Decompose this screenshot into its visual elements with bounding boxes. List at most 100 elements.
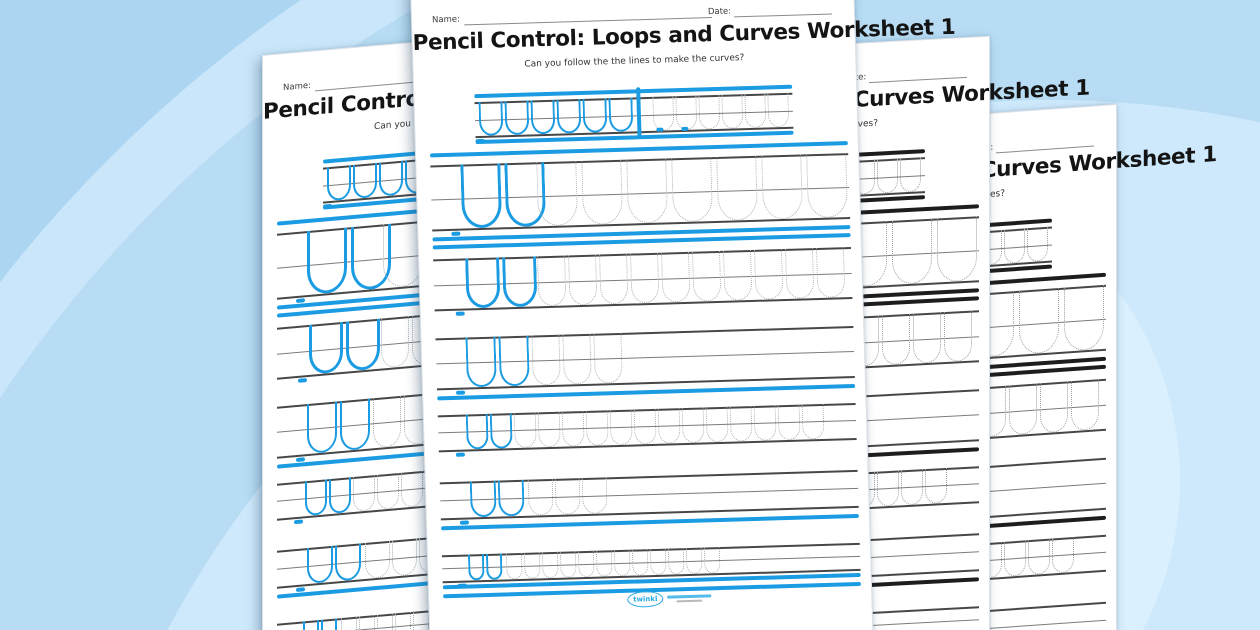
practice-row [429, 141, 851, 245]
practice-row [435, 325, 856, 404]
start-dot [656, 127, 664, 132]
curve-unit-solid [608, 97, 634, 133]
curve-unit-trace [877, 158, 898, 194]
start-dot [296, 587, 305, 592]
curve-unit-trace [767, 92, 790, 128]
twinkl-logo-oval: twinkl [627, 590, 664, 608]
start-dot [294, 519, 303, 524]
curve-unit-solid [307, 227, 347, 296]
curve-unit-trace [513, 412, 537, 449]
curve-unit-trace [716, 155, 759, 221]
curve-unit-trace [652, 96, 675, 131]
curve-unit-trace [692, 250, 722, 302]
twinkl-logo: twinkl [627, 589, 712, 608]
curve-unit-trace [806, 153, 849, 219]
start-dot [455, 452, 465, 457]
practice-row [439, 469, 859, 534]
curve-unit-trace [559, 551, 577, 578]
practice-row [432, 233, 853, 317]
curve-unit-trace [1052, 536, 1074, 574]
practice-row [437, 402, 857, 458]
curve-unit-solid [502, 256, 538, 308]
curve-unit-trace [753, 249, 784, 300]
worksheet-page-front: Name: Date: Pencil Control: Loops and Cu… [410, 0, 956, 630]
start-dot [296, 457, 305, 462]
curve-unit-trace [581, 159, 624, 225]
curve-unit-trace [744, 93, 767, 129]
start-dot [457, 583, 467, 588]
start-dot [475, 138, 485, 143]
curve-unit-trace [554, 478, 581, 515]
curve-unit-trace [784, 248, 815, 299]
curve-unit-trace [753, 405, 777, 441]
curve-unit-solid [530, 99, 556, 135]
curve-unit-trace [671, 157, 714, 223]
curve-unit-trace [577, 550, 595, 578]
curve-unit-trace [1027, 226, 1048, 263]
curve-unit-trace [359, 615, 375, 630]
curve-unit-solid [460, 163, 503, 229]
curve-unit-trace [527, 478, 554, 516]
curve-unit-trace [925, 467, 947, 505]
curve-unit-trace [585, 410, 609, 446]
curve-unit-trace [913, 312, 941, 364]
curve-unit-trace [657, 408, 681, 444]
curve-unit-trace [801, 403, 825, 440]
curve-unit-trace [593, 332, 623, 384]
curve-unit-solid [489, 413, 513, 449]
curve-unit-trace [1019, 288, 1059, 355]
curve-unit-trace [537, 255, 567, 307]
curve-unit-trace [562, 333, 592, 385]
curve-unit-solid [335, 543, 361, 582]
curve-unit-trace [722, 250, 753, 301]
curve-unit-trace [381, 316, 409, 369]
curve-unit-solid [467, 554, 485, 581]
curve-unit-solid [309, 321, 343, 375]
curve-unit-trace [703, 547, 721, 574]
curve-unit-solid [498, 335, 530, 387]
curve-unit-trace [761, 154, 804, 220]
start-dot [296, 298, 305, 303]
curve-unit-solid [329, 477, 351, 515]
curve-unit-trace [882, 313, 910, 366]
curve-unit-solid [327, 165, 351, 202]
curve-unit-trace [377, 473, 399, 510]
curve-unit-trace [815, 247, 846, 299]
curve-unit-trace [630, 252, 660, 304]
rows [411, 0, 872, 630]
curve-unit-trace [353, 475, 375, 513]
curve-unit-trace [341, 616, 357, 630]
curve-unit-solid [556, 98, 582, 134]
curve-unit-solid [346, 318, 380, 372]
curve-unit-trace [944, 310, 972, 363]
curve-unit-trace [626, 158, 669, 224]
curve-unit-trace [365, 540, 390, 579]
curve-unit-trace [901, 469, 923, 506]
curve-unit-solid [485, 553, 503, 580]
curve-unit-trace [681, 407, 705, 444]
curve-unit-trace [395, 611, 411, 630]
curve-unit-trace [609, 409, 633, 446]
start-dot [451, 231, 461, 236]
curve-unit-trace [631, 549, 649, 576]
curve-unit-trace [536, 161, 579, 227]
curve-unit-solid [353, 162, 377, 200]
curve-unit-trace [599, 253, 629, 305]
curve-unit-trace [561, 411, 585, 447]
curve-unit-trace [541, 551, 559, 579]
curve-unit-trace [877, 470, 899, 507]
curve-unit-trace [1040, 381, 1068, 434]
curve-unit-trace [392, 538, 417, 577]
curve-unit-solid [303, 620, 319, 630]
curve-unit-trace [505, 552, 523, 580]
curve-unit-trace [1004, 540, 1026, 577]
curve-unit-trace [649, 548, 667, 576]
curve-unit-trace [633, 408, 657, 445]
start-dot [459, 520, 469, 525]
curve-unit-solid [307, 401, 337, 455]
curve-unit-trace [401, 470, 423, 508]
curve-unit-trace [661, 251, 691, 303]
twinkl-logo-text-lines [667, 593, 712, 602]
curve-unit-trace [900, 157, 921, 193]
